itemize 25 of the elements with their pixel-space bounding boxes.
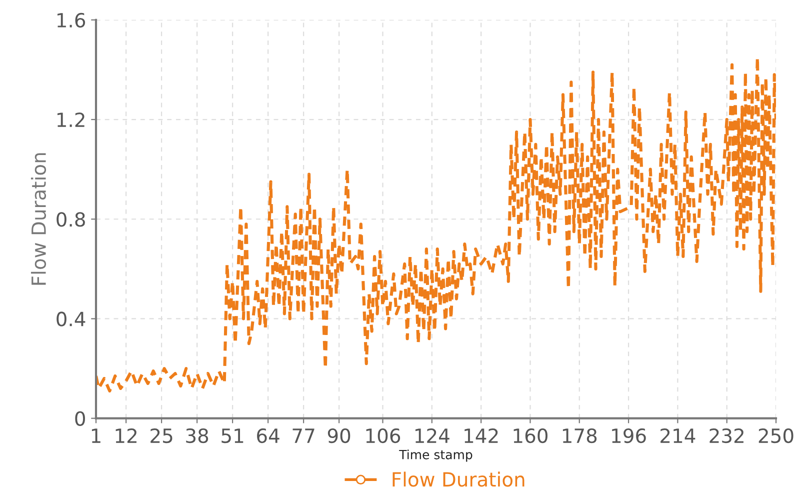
x-tick-label: 25 bbox=[150, 428, 172, 444]
x-axis-title: Time stamp bbox=[399, 450, 472, 462]
x-tick-label: 90 bbox=[328, 428, 350, 444]
x-tick-label: 232 bbox=[710, 428, 744, 444]
y-tick-label: 1.2 bbox=[57, 112, 84, 127]
x-tick-label: 142 bbox=[464, 428, 498, 443]
legend-label: Flow Duration bbox=[392, 472, 524, 487]
x-tick-label: 196 bbox=[612, 428, 646, 444]
y-tick-label: 0.8 bbox=[56, 212, 85, 227]
x-tick-label: 64 bbox=[257, 428, 280, 444]
x-tick-label: 38 bbox=[186, 428, 208, 444]
y-axis-title: Flow Duration bbox=[30, 153, 46, 285]
x-tick-label: 178 bbox=[562, 428, 597, 444]
y-tick-label: 0.4 bbox=[56, 312, 86, 326]
x-tick-label: 51 bbox=[222, 428, 244, 444]
x-tick-label: 77 bbox=[292, 428, 314, 443]
x-tick-label: 214 bbox=[660, 428, 696, 443]
x-tick-label: 12 bbox=[116, 428, 136, 443]
y-tick-label: 1.6 bbox=[57, 12, 86, 28]
x-tick-label: 106 bbox=[366, 428, 400, 444]
x-tick-label: 160 bbox=[514, 428, 548, 444]
y-tick-label: 0 bbox=[75, 411, 85, 426]
x-tick-label: 1 bbox=[92, 428, 100, 443]
x-tick-label: 124 bbox=[415, 428, 450, 443]
x-tick-label: 250 bbox=[758, 428, 794, 444]
